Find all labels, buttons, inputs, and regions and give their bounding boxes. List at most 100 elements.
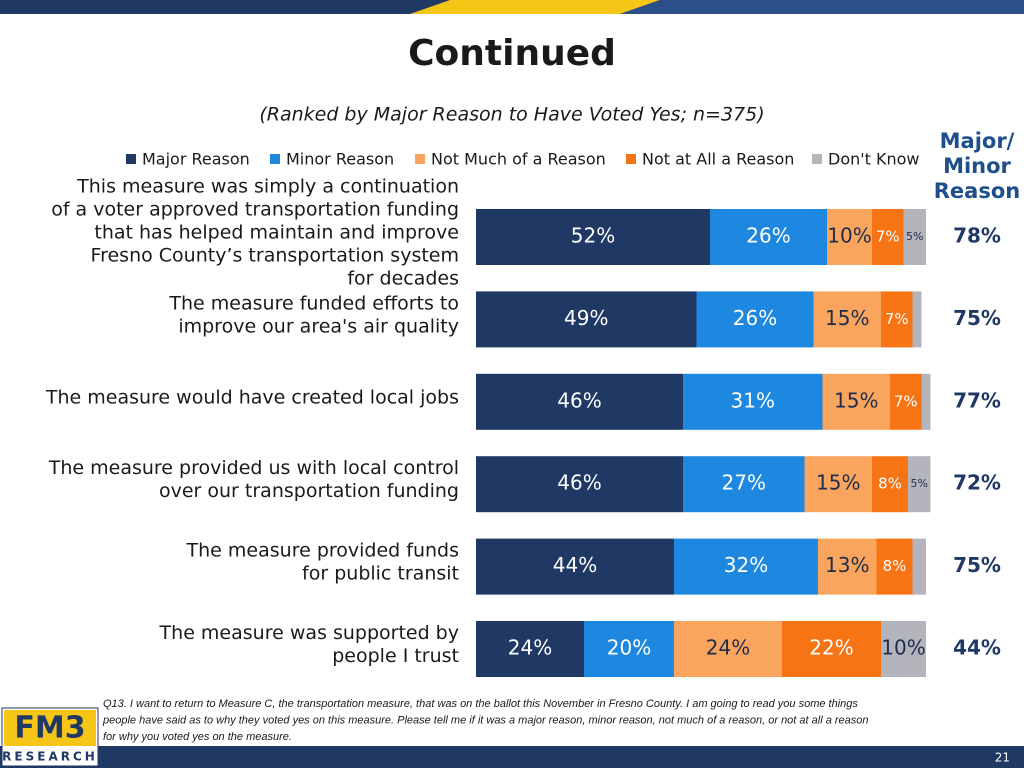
footnote: Q13. I want to return to Measure C, the … (103, 698, 858, 710)
top-stripe (410, 0, 660, 14)
value-label: 32% (724, 553, 768, 577)
bar-segment (476, 373, 683, 430)
bar-segment (674, 621, 782, 677)
logo-yellow (4, 710, 96, 746)
top-stripe-2 (620, 0, 1024, 14)
net-label: 77% (953, 388, 1001, 412)
value-label: 26% (746, 224, 790, 248)
category-label: This measure was simply a continuation (76, 176, 459, 198)
category-label: The measure would have created local job… (45, 386, 459, 408)
bar-segment (804, 456, 872, 513)
value-label: 7% (876, 228, 900, 246)
category-label: The measure provided us with local contr… (48, 457, 459, 479)
legend-label: Minor Reason (286, 150, 394, 169)
category-label: improve our area's air quality (178, 315, 459, 337)
value-label: 13% (825, 553, 869, 577)
category-label: of a voter approved transportation fundi… (51, 199, 459, 221)
bar-segment (912, 291, 922, 348)
net-label: 72% (953, 471, 1001, 495)
value-label: 26% (733, 306, 777, 330)
legend-swatch (270, 154, 280, 164)
page-number: 21 (995, 751, 1010, 765)
bar-segment (476, 538, 674, 595)
net-label: 75% (953, 553, 1001, 577)
category-label: that has helped maintain and improve (94, 222, 459, 244)
legend-label: Major Reason (142, 150, 250, 169)
value-label: 24% (508, 636, 552, 660)
bar-segment (827, 209, 872, 265)
legend-label: Not Much of a Reason (431, 150, 606, 169)
category-label: over our transportation funding (159, 480, 459, 502)
bar-segment (872, 209, 904, 265)
value-label: 49% (564, 306, 608, 330)
logo-subtext: RESEARCH (2, 750, 98, 764)
net-header: Major/ (940, 129, 1015, 153)
value-label: 7% (885, 310, 909, 328)
bar-segment (683, 456, 805, 513)
category-label: The measure was supported by (159, 622, 459, 644)
bar-segment (584, 621, 674, 677)
bar-segment (476, 456, 683, 513)
bar-segment (881, 621, 926, 677)
category-label: Fresno County’s transportation system (91, 245, 459, 267)
category-label: The measure funded efforts to (168, 292, 459, 314)
net-label: 44% (953, 636, 1001, 660)
bar-segment (903, 209, 926, 265)
value-label: 46% (557, 471, 601, 495)
value-label: 15% (816, 471, 860, 495)
bar-segment (696, 291, 814, 348)
category-label: people I trust (332, 645, 459, 667)
category-label: The measure provided funds (186, 540, 459, 562)
bar-segment (908, 456, 931, 513)
bar-segment (872, 456, 908, 513)
bar-segment (782, 621, 881, 677)
bottom-band (0, 746, 1024, 768)
bar-segment (822, 373, 890, 430)
net-header: Reason (934, 179, 1020, 203)
value-label: 27% (722, 471, 766, 495)
legend-label: Don't Know (828, 150, 920, 169)
legend-swatch (812, 154, 822, 164)
value-label: 7% (894, 392, 918, 410)
value-label: 44% (553, 553, 597, 577)
value-label: 22% (809, 636, 853, 660)
net-header: Minor (943, 154, 1011, 178)
category-label: for public transit (302, 563, 459, 585)
value-label: 15% (834, 388, 878, 412)
bar-segment (921, 373, 931, 430)
category-label: for decades (347, 268, 459, 290)
value-label: 52% (571, 224, 615, 248)
chart-subtitle: (Ranked by Major Reason to Have Voted Ye… (259, 104, 764, 126)
bar-segment (710, 209, 827, 265)
value-label: 15% (825, 306, 869, 330)
value-label: 46% (557, 388, 601, 412)
footnote: people have said as to why they voted ye… (102, 714, 869, 726)
bar-segment (912, 538, 926, 595)
bar-segment (818, 538, 877, 595)
legend-swatch (126, 154, 136, 164)
bar-segment (674, 538, 818, 595)
chart-title: Continued (408, 33, 616, 74)
bar-segment (890, 373, 922, 430)
net-label: 75% (953, 306, 1001, 330)
net-label: 78% (953, 224, 1001, 248)
bar-segment (476, 209, 710, 265)
legend-swatch (626, 154, 636, 164)
value-label: 10% (881, 636, 925, 660)
value-label: 5% (911, 477, 928, 490)
bar-segment (813, 291, 881, 348)
value-label: 31% (731, 388, 775, 412)
legend-label: Not at All a Reason (642, 150, 794, 169)
bar-segment (476, 621, 584, 677)
footnote: for why you voted yes on the measure. (103, 731, 292, 743)
bar-segment (683, 373, 823, 430)
value-label: 10% (827, 224, 871, 248)
value-label: 24% (706, 636, 750, 660)
bar-segment (876, 538, 913, 595)
value-label: 20% (607, 636, 651, 660)
bar-segment (881, 291, 913, 348)
logo-text: FM3 (14, 711, 85, 746)
legend-swatch (415, 154, 425, 164)
value-label: 5% (906, 230, 923, 243)
